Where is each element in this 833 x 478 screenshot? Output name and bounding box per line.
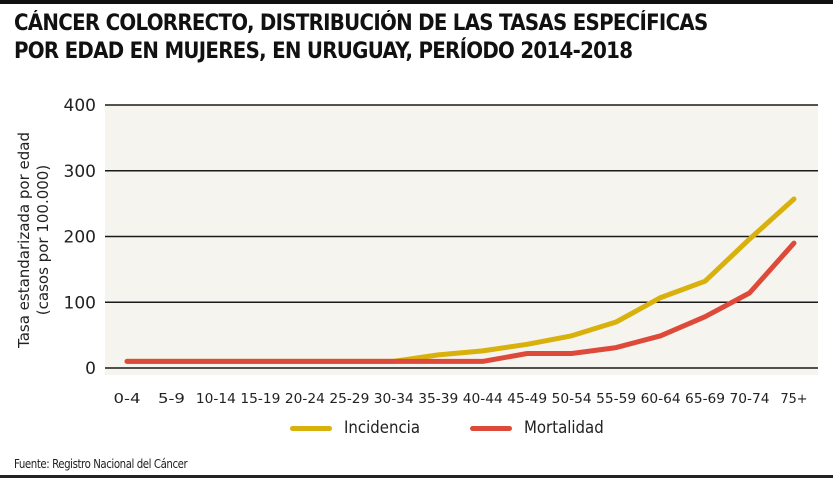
y-tick-label-300: 300 [64, 162, 96, 182]
series-line-mortalidad [124, 240, 797, 364]
x-tick-label-65-69: 65-69 [685, 392, 725, 407]
x-tick-label-70-74: 70-74 [730, 392, 770, 407]
x-tick-label-60-64: 60-64 [641, 392, 681, 407]
legend-item-incidencia: Incidencia [290, 418, 430, 438]
y-tick-label-100: 100 [64, 293, 96, 313]
legend: Incidencia Mortalidad [290, 418, 655, 438]
x-tick-label-40-44: 40-44 [463, 392, 503, 407]
y-axis-label-line-1: Tasa estandarizada por edad [15, 132, 33, 349]
x-tick-label-5-9: 5-9 [158, 392, 185, 407]
y-tick-label-200: 200 [64, 228, 96, 248]
chart-title-line-1: CÁNCER COLORRECTO, DISTRIBUCIÓN DE LAS T… [14, 11, 708, 36]
x-tick-label-55-59: 55-59 [596, 392, 636, 407]
x-tick-label-75+: 75+ [781, 392, 808, 407]
legend-swatch-incidencia [290, 425, 332, 431]
legend-label-mortalidad: Mortalidad [524, 418, 605, 438]
x-tick-labels: 0-4 5-9 10-14 15-19 20-24 25-29 30-34 35-39 40-4… [114, 392, 808, 407]
x-tick-label-50-54: 50-54 [552, 392, 592, 407]
y-tick-labels: 0 100 200 300 400 [64, 96, 96, 379]
gridlines [105, 104, 818, 369]
top-rule [0, 0, 833, 4]
legend-label-incidencia: Incidencia [344, 418, 421, 438]
x-tick-label-15-19: 15-19 [240, 392, 280, 407]
x-tick-label-25-29: 25-29 [329, 392, 369, 407]
bottom-rule [0, 475, 833, 478]
x-tick-label-30-34: 30-34 [374, 392, 414, 407]
legend-swatch-mortalidad [470, 425, 513, 431]
x-tick-label-10-14: 10-14 [196, 392, 236, 407]
series-lines [124, 196, 797, 364]
source-note: Fuente: Registro Nacional del Cáncer [14, 457, 188, 471]
y-tick-label-400: 400 [64, 96, 96, 116]
x-tick-label-0-4: 0-4 [114, 392, 141, 407]
legend-item-mortalidad: Mortalidad [470, 418, 615, 438]
y-tick-label-0: 0 [85, 359, 96, 379]
plot-background [105, 105, 818, 375]
y-axis-label-line-2: (casos por 100.000) [34, 165, 52, 315]
x-tick-label-45-49: 45-49 [507, 392, 547, 407]
x-tick-label-35-39: 35-39 [418, 392, 458, 407]
chart-title: CÁNCER COLORRECTO, DISTRIBUCIÓN DE LAS T… [14, 10, 743, 66]
x-tick-label-20-24: 20-24 [285, 392, 325, 407]
chart-title-line-2: POR EDAD EN MUJERES, EN URUGUAY, PERÍODO… [14, 39, 633, 64]
